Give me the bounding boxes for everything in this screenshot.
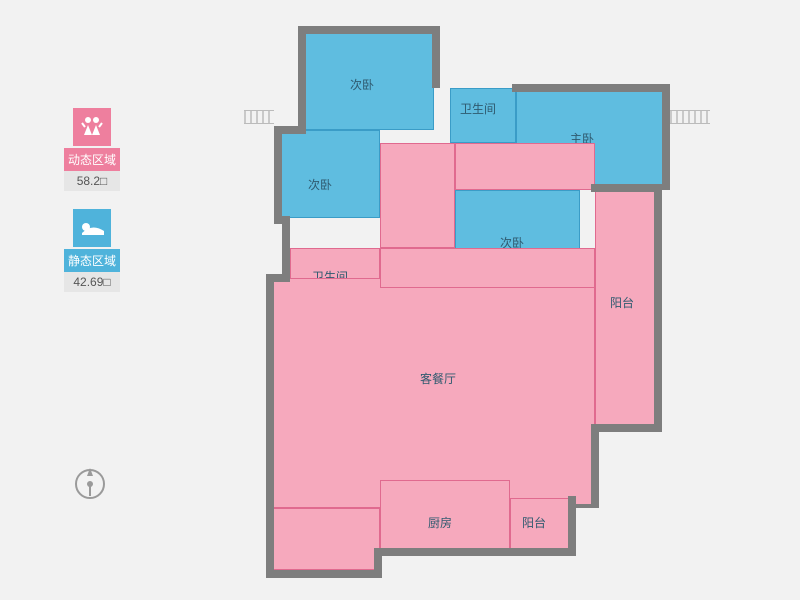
- room-hallway1: [380, 143, 455, 248]
- wall-segment: [591, 424, 599, 508]
- wall-segment: [432, 26, 440, 88]
- room-hallway2: [455, 143, 595, 190]
- room-entry: [270, 508, 380, 570]
- floor-plan: 次卧卫生间主卧次卧次卧卫生间客餐厅阳台厨房阳台: [250, 30, 740, 580]
- wall-segment: [512, 84, 670, 92]
- room-label-balcony2: 阳台: [522, 514, 546, 531]
- room-label-bedroom2a: 次卧: [350, 76, 374, 93]
- room-label-kitchen: 厨房: [428, 514, 452, 531]
- wall-segment: [282, 216, 290, 278]
- wall-segment: [662, 84, 670, 190]
- room-living_up: [380, 248, 595, 288]
- sleep-icon: [73, 209, 111, 247]
- wall-segment: [374, 548, 574, 556]
- legend-static-value: 42.69□: [64, 272, 120, 292]
- wall-segment: [298, 26, 306, 130]
- wall-segment: [591, 424, 659, 432]
- wall-segment: [298, 26, 440, 34]
- people-icon: [73, 108, 111, 146]
- wall-segment: [266, 274, 290, 282]
- wall-segment: [274, 126, 282, 220]
- legend-panel: 动态区域 58.2□ 静态区域 42.69□: [58, 108, 126, 310]
- wall-segment: [654, 184, 662, 432]
- compass-icon: [72, 466, 108, 502]
- legend-static: 静态区域 42.69□: [64, 209, 120, 292]
- wall-segment: [591, 184, 661, 192]
- legend-dynamic-value: 58.2□: [64, 171, 120, 191]
- room-label-bedroom2b: 次卧: [308, 176, 332, 193]
- legend-dynamic: 动态区域 58.2□: [64, 108, 120, 191]
- wall-segment: [266, 274, 274, 574]
- balcony-rail: [244, 110, 274, 124]
- room-label-bath1: 卫生间: [460, 100, 496, 117]
- wall-segment: [266, 570, 382, 578]
- legend-static-label: 静态区域: [64, 249, 120, 272]
- room-label-balcony1: 阳台: [610, 294, 634, 311]
- balcony-rail: [670, 110, 710, 124]
- legend-dynamic-label: 动态区域: [64, 148, 120, 171]
- room-label-living: 客餐厅: [420, 370, 456, 387]
- room-living: [270, 278, 595, 508]
- room-bedroom2b: [280, 130, 380, 218]
